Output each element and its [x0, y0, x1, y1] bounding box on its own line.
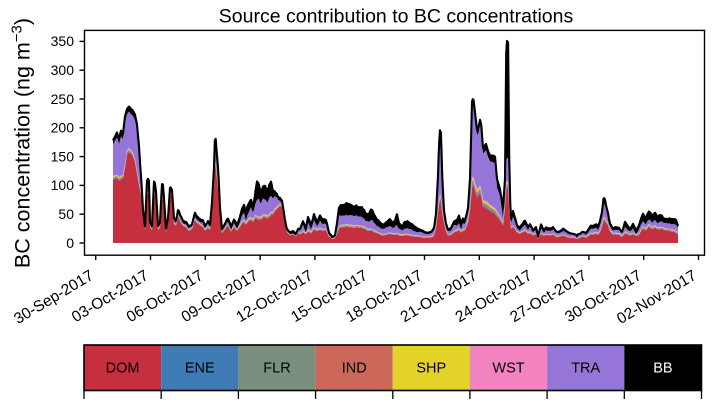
svg-text:TRA: TRA [571, 361, 600, 377]
svg-text:IND: IND [342, 361, 367, 377]
svg-text:WST: WST [492, 361, 524, 377]
svg-text:FLR: FLR [263, 361, 290, 377]
svg-text:50: 50 [58, 206, 74, 222]
svg-text:300: 300 [51, 62, 75, 78]
svg-text:DOM: DOM [106, 361, 140, 377]
svg-text:Source contribution to BC conc: Source contribution to BC concentrations [219, 6, 574, 28]
svg-text:350: 350 [51, 33, 75, 49]
svg-text:BB: BB [653, 361, 672, 377]
svg-text:100: 100 [51, 177, 75, 193]
svg-text:250: 250 [51, 91, 75, 107]
svg-text:SHP: SHP [416, 361, 446, 377]
svg-text:0: 0 [66, 235, 74, 251]
svg-text:200: 200 [51, 120, 75, 136]
svg-text:BC concentration (ng m−3): BC concentration (ng m−3) [9, 18, 35, 268]
svg-text:ENE: ENE [185, 361, 215, 377]
svg-text:150: 150 [51, 148, 75, 164]
